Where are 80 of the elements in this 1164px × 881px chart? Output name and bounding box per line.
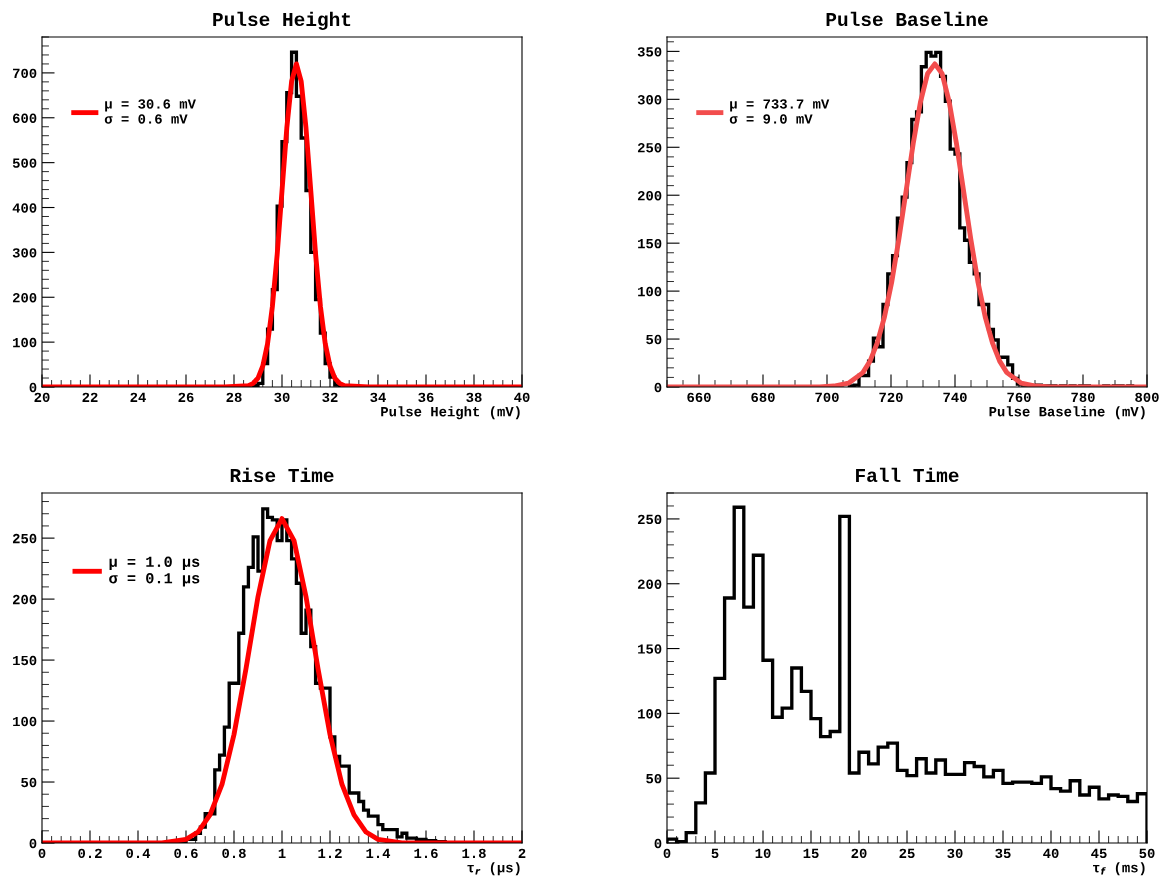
x-tick-label: 38 <box>466 392 482 403</box>
y-tick-label: 150 <box>638 644 662 654</box>
x-tick-label: 780 <box>1071 392 1095 403</box>
y-tick-label: 250 <box>12 533 37 544</box>
x-tick-label: 0.8 <box>222 848 246 859</box>
y-tick-label: 0 <box>29 382 37 393</box>
y-tick-label: 50 <box>646 773 662 784</box>
y-tick-label: 200 <box>12 293 37 303</box>
x-tick-label: 720 <box>879 392 903 403</box>
x-tick-label: 660 <box>687 392 711 403</box>
y-tick-label: 350 <box>637 47 662 57</box>
y-tick-label: 200 <box>637 579 662 589</box>
x-tick-label: 30 <box>274 392 290 403</box>
chart-title: Rise Time <box>230 467 334 483</box>
y-tick-label: 50 <box>21 777 37 788</box>
y-tick-label: 150 <box>13 655 37 666</box>
y-tick-label: 500 <box>12 158 37 168</box>
x-axis-title: τ$_{r}$ (μs) <box>467 862 520 876</box>
x-tick-label: 0.4 <box>126 848 151 859</box>
legend-label: μ = 733.7 mV σ = 9.0 mV <box>729 99 830 124</box>
chart-title: Fall Time <box>856 467 959 483</box>
x-tick-label: 0.2 <box>78 848 102 859</box>
x-tick-label: 0.6 <box>174 848 198 859</box>
x-tick-label: 1.4 <box>366 848 391 858</box>
x-tick-label: 20 <box>34 392 50 403</box>
y-tick-label: 0 <box>29 838 37 849</box>
y-tick-label: 150 <box>638 238 662 249</box>
x-tick-label: 22 <box>82 392 98 402</box>
x-tick-label: 25 <box>899 848 915 859</box>
x-tick-label: 0 <box>663 848 671 859</box>
x-tick-label: 0 <box>38 848 46 859</box>
x-axis-title: Pulse Height (mV) <box>381 406 520 420</box>
x-tick-label: 740 <box>943 392 967 403</box>
x-tick-label: 5 <box>711 848 719 859</box>
y-tick-label: 600 <box>12 113 37 123</box>
y-tick-label: 200 <box>637 190 662 201</box>
y-tick-label: 250 <box>637 143 662 153</box>
x-tick-label: 15 <box>803 848 819 859</box>
x-tick-label: 30 <box>947 848 963 859</box>
y-tick-label: 100 <box>638 286 662 297</box>
y-tick-label: 300 <box>637 95 662 105</box>
y-tick-label: 100 <box>638 709 662 719</box>
legend-label: μ = 1.0 μs σ = 0.1 μs <box>109 556 200 587</box>
y-tick-label: 100 <box>13 337 37 348</box>
x-tick-label: 35 <box>995 848 1011 859</box>
y-tick-label: 0 <box>654 838 662 849</box>
x-tick-label: 34 <box>370 392 386 403</box>
chart-title: Pulse Height <box>213 11 351 31</box>
y-tick-label: 250 <box>637 514 662 525</box>
x-tick-label: 40 <box>514 392 530 403</box>
x-tick-label: 36 <box>418 392 434 403</box>
x-tick-label: 680 <box>751 392 775 403</box>
x-tick-label: 760 <box>1007 392 1031 403</box>
y-tick-label: 0 <box>654 382 662 393</box>
x-tick-label: 800 <box>1135 392 1159 403</box>
y-tick-label: 400 <box>12 203 37 213</box>
y-tick-label: 200 <box>12 594 37 605</box>
x-tick-label: 1.2 <box>318 848 342 858</box>
x-tick-label: 1 <box>278 848 286 858</box>
y-tick-label: 50 <box>646 334 662 345</box>
x-tick-label: 24 <box>130 392 146 402</box>
y-tick-label: 300 <box>12 248 37 258</box>
y-tick-label: 100 <box>13 716 37 727</box>
x-tick-label: 40 <box>1043 848 1059 859</box>
x-axis-title: τ$_{f}$ (ms) <box>1093 862 1145 876</box>
x-tick-label: 2 <box>518 848 526 858</box>
chart-title: Pulse Baseline <box>826 11 988 27</box>
x-tick-label: 50 <box>1139 848 1155 859</box>
legend-label: μ = 30.6 mV σ = 0.6 mV <box>104 99 196 124</box>
x-tick-label: 10 <box>755 848 771 859</box>
x-tick-label: 1.6 <box>414 848 438 859</box>
x-tick-label: 45 <box>1091 848 1107 859</box>
x-tick-label: 28 <box>226 392 242 403</box>
x-tick-label: 26 <box>178 392 194 403</box>
x-tick-label: 20 <box>851 848 867 859</box>
y-tick-label: 700 <box>13 68 37 79</box>
x-tick-label: 32 <box>322 392 338 403</box>
x-axis-title: Pulse Baseline (mV) <box>989 406 1145 420</box>
x-tick-label: 700 <box>815 392 839 403</box>
x-tick-label: 1.8 <box>462 848 486 859</box>
